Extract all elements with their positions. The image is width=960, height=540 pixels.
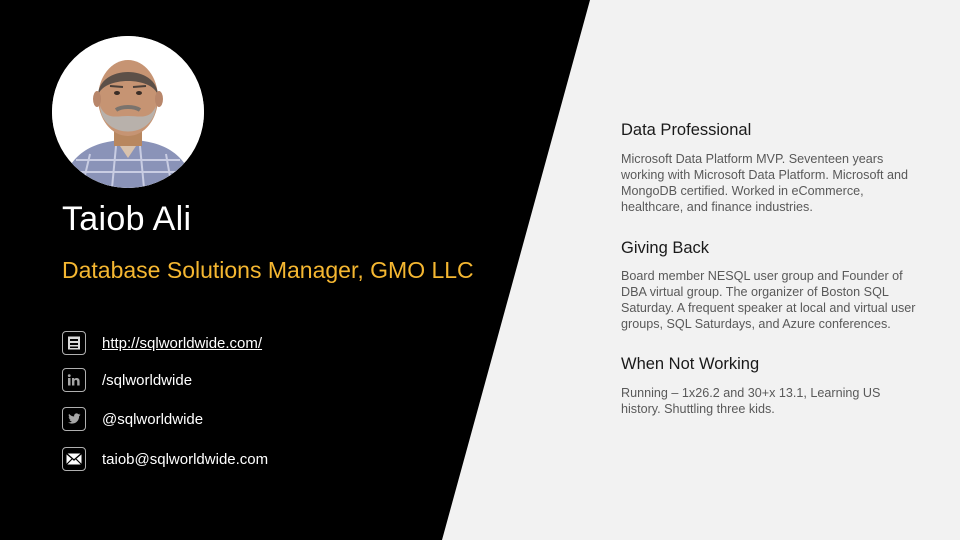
section-heading-data-professional: Data Professional xyxy=(621,121,752,139)
section-body-when-not-working: Running – 1x26.2 and 30+x 13.1, Learning… xyxy=(621,386,881,416)
profile-title: Database Solutions Manager, GMO LLC xyxy=(62,257,474,283)
twitter-handle[interactable]: @sqlworldwide xyxy=(102,410,204,428)
email-address[interactable]: taiob@sqlworldwide.com xyxy=(102,450,269,468)
linkedin-icon xyxy=(62,368,86,392)
website-link[interactable]: http://sqlworldwide.com/ xyxy=(102,334,263,352)
contact-email[interactable]: taiob@sqlworldwide.com xyxy=(62,446,268,472)
contact-linkedin[interactable]: /sqlworldwide xyxy=(62,367,192,393)
twitter-icon xyxy=(62,407,86,431)
profile-name: Taiob Ali xyxy=(62,200,192,238)
email-icon xyxy=(62,447,86,471)
section-body-giving-back: Board member NESQL user group and Founde… xyxy=(621,269,916,331)
linkedin-handle[interactable]: /sqlworldwide xyxy=(102,371,193,389)
section-body-data-professional: Microsoft Data Platform MVP. Seventeen y… xyxy=(621,152,908,214)
web-page-icon xyxy=(62,331,86,355)
avatar xyxy=(52,36,204,188)
contact-twitter[interactable]: @sqlworldwide xyxy=(62,406,203,432)
section-heading-when-not-working: When Not Working xyxy=(621,355,760,373)
contact-website[interactable]: http://sqlworldwide.com/ xyxy=(62,330,262,356)
profile-photo xyxy=(52,36,204,188)
section-heading-giving-back: Giving Back xyxy=(621,239,710,257)
